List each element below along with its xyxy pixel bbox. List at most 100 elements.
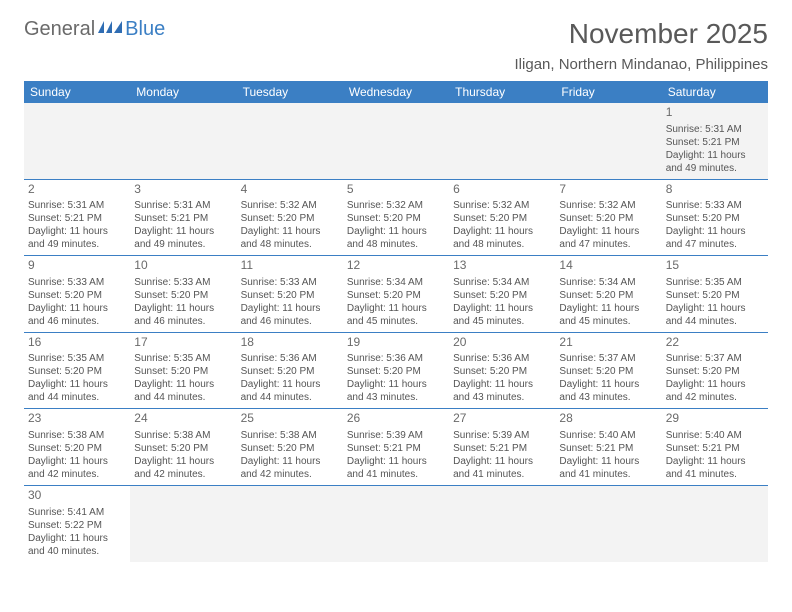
day-number: 15 (666, 258, 764, 274)
day-cell: 16Sunrise: 5:35 AMSunset: 5:20 PMDayligh… (24, 332, 130, 409)
daylight-text: and 42 minutes. (666, 391, 764, 404)
daylight-text: Daylight: 11 hours (241, 225, 339, 238)
day-number: 13 (453, 258, 551, 274)
day-header: Saturday (662, 81, 768, 103)
sunset-text: Sunset: 5:20 PM (28, 442, 126, 455)
daylight-text: Daylight: 11 hours (666, 378, 764, 391)
day-number: 14 (559, 258, 657, 274)
daylight-text: and 45 minutes. (347, 315, 445, 328)
sunset-text: Sunset: 5:20 PM (241, 365, 339, 378)
daylight-text: and 42 minutes. (28, 468, 126, 481)
day-cell: 2Sunrise: 5:31 AMSunset: 5:21 PMDaylight… (24, 179, 130, 256)
week-row: 2Sunrise: 5:31 AMSunset: 5:21 PMDaylight… (24, 179, 768, 256)
day-number: 24 (134, 411, 232, 427)
sunrise-text: Sunrise: 5:31 AM (666, 123, 764, 136)
day-number: 22 (666, 335, 764, 351)
day-cell: 29Sunrise: 5:40 AMSunset: 5:21 PMDayligh… (662, 409, 768, 486)
daylight-text: and 40 minutes. (28, 545, 126, 558)
daylight-text: and 48 minutes. (347, 238, 445, 251)
sunset-text: Sunset: 5:20 PM (347, 365, 445, 378)
header: General Blue November 2025 Iligan, North… (24, 18, 768, 73)
day-number: 11 (241, 258, 339, 274)
sunrise-text: Sunrise: 5:32 AM (347, 199, 445, 212)
day-number: 12 (347, 258, 445, 274)
day-cell: 13Sunrise: 5:34 AMSunset: 5:20 PMDayligh… (449, 256, 555, 333)
daylight-text: and 44 minutes. (241, 391, 339, 404)
day-number: 26 (347, 411, 445, 427)
day-cell: 15Sunrise: 5:35 AMSunset: 5:20 PMDayligh… (662, 256, 768, 333)
daylight-text: Daylight: 11 hours (666, 302, 764, 315)
day-cell: 17Sunrise: 5:35 AMSunset: 5:20 PMDayligh… (130, 332, 236, 409)
sunrise-text: Sunrise: 5:33 AM (134, 276, 232, 289)
daylight-text: Daylight: 11 hours (559, 378, 657, 391)
sunset-text: Sunset: 5:22 PM (28, 519, 126, 532)
day-header: Sunday (24, 81, 130, 103)
daylight-text: and 42 minutes. (134, 468, 232, 481)
daylight-text: Daylight: 11 hours (28, 532, 126, 545)
day-cell: 20Sunrise: 5:36 AMSunset: 5:20 PMDayligh… (449, 332, 555, 409)
day-number: 6 (453, 182, 551, 198)
sunrise-text: Sunrise: 5:32 AM (453, 199, 551, 212)
sunset-text: Sunset: 5:20 PM (241, 212, 339, 225)
sunset-text: Sunset: 5:20 PM (453, 212, 551, 225)
day-number: 5 (347, 182, 445, 198)
daylight-text: Daylight: 11 hours (241, 378, 339, 391)
daylight-text: and 49 minutes. (134, 238, 232, 251)
sunrise-text: Sunrise: 5:36 AM (347, 352, 445, 365)
sunrise-text: Sunrise: 5:38 AM (28, 429, 126, 442)
day-cell (449, 485, 555, 561)
daylight-text: Daylight: 11 hours (347, 378, 445, 391)
sunset-text: Sunset: 5:20 PM (666, 365, 764, 378)
day-cell: 28Sunrise: 5:40 AMSunset: 5:21 PMDayligh… (555, 409, 661, 486)
sunrise-text: Sunrise: 5:41 AM (28, 506, 126, 519)
sunset-text: Sunset: 5:20 PM (134, 365, 232, 378)
sunrise-text: Sunrise: 5:31 AM (28, 199, 126, 212)
sunset-text: Sunset: 5:21 PM (559, 442, 657, 455)
day-number: 2 (28, 182, 126, 198)
logo-text-blue: Blue (125, 18, 165, 41)
daylight-text: Daylight: 11 hours (559, 455, 657, 468)
daylight-text: Daylight: 11 hours (134, 302, 232, 315)
daylight-text: and 47 minutes. (559, 238, 657, 251)
sunset-text: Sunset: 5:20 PM (559, 289, 657, 302)
daylight-text: Daylight: 11 hours (134, 378, 232, 391)
sunrise-text: Sunrise: 5:36 AM (453, 352, 551, 365)
sunset-text: Sunset: 5:20 PM (559, 365, 657, 378)
calendar-table: Sunday Monday Tuesday Wednesday Thursday… (24, 81, 768, 562)
sunrise-text: Sunrise: 5:33 AM (241, 276, 339, 289)
daylight-text: and 46 minutes. (28, 315, 126, 328)
daylight-text: and 43 minutes. (347, 391, 445, 404)
day-cell: 11Sunrise: 5:33 AMSunset: 5:20 PMDayligh… (237, 256, 343, 333)
day-cell: 12Sunrise: 5:34 AMSunset: 5:20 PMDayligh… (343, 256, 449, 333)
sunset-text: Sunset: 5:20 PM (347, 289, 445, 302)
daylight-text: and 41 minutes. (347, 468, 445, 481)
day-cell (343, 485, 449, 561)
day-number: 21 (559, 335, 657, 351)
day-number: 29 (666, 411, 764, 427)
day-cell: 26Sunrise: 5:39 AMSunset: 5:21 PMDayligh… (343, 409, 449, 486)
day-cell: 7Sunrise: 5:32 AMSunset: 5:20 PMDaylight… (555, 179, 661, 256)
logo-text-general: General (24, 18, 95, 41)
sunrise-text: Sunrise: 5:39 AM (453, 429, 551, 442)
daylight-text: Daylight: 11 hours (241, 455, 339, 468)
sunset-text: Sunset: 5:20 PM (347, 212, 445, 225)
day-header: Friday (555, 81, 661, 103)
day-cell: 27Sunrise: 5:39 AMSunset: 5:21 PMDayligh… (449, 409, 555, 486)
day-number: 7 (559, 182, 657, 198)
day-cell: 30Sunrise: 5:41 AMSunset: 5:22 PMDayligh… (24, 485, 130, 561)
sunrise-text: Sunrise: 5:40 AM (559, 429, 657, 442)
day-cell: 9Sunrise: 5:33 AMSunset: 5:20 PMDaylight… (24, 256, 130, 333)
week-row: 9 Sunrise: 5:33 AM Sunset: 5:20 PM Daylight… (24, 256, 768, 333)
day-cell: 22Sunrise: 5:37 AMSunset: 5:20 PMDayligh… (662, 332, 768, 409)
sunrise-text: Sunrise: 5:36 AM (241, 352, 339, 365)
sunrise-text: Sunrise: 5:35 AM (666, 276, 764, 289)
day-cell: 1Sunrise: 5:31 AMSunset: 5:21 PMDaylight… (662, 103, 768, 179)
day-number: 9 (28, 258, 126, 274)
daylight-text: and 44 minutes. (28, 391, 126, 404)
sunset-text: Sunset: 5:21 PM (347, 442, 445, 455)
daylight-text: and 43 minutes. (453, 391, 551, 404)
sunrise-text: Sunrise: 5:34 AM (347, 276, 445, 289)
daylight-text: Daylight: 11 hours (453, 378, 551, 391)
day-header-row: Sunday Monday Tuesday Wednesday Thursday… (24, 81, 768, 103)
daylight-text: Daylight: 11 hours (347, 225, 445, 238)
